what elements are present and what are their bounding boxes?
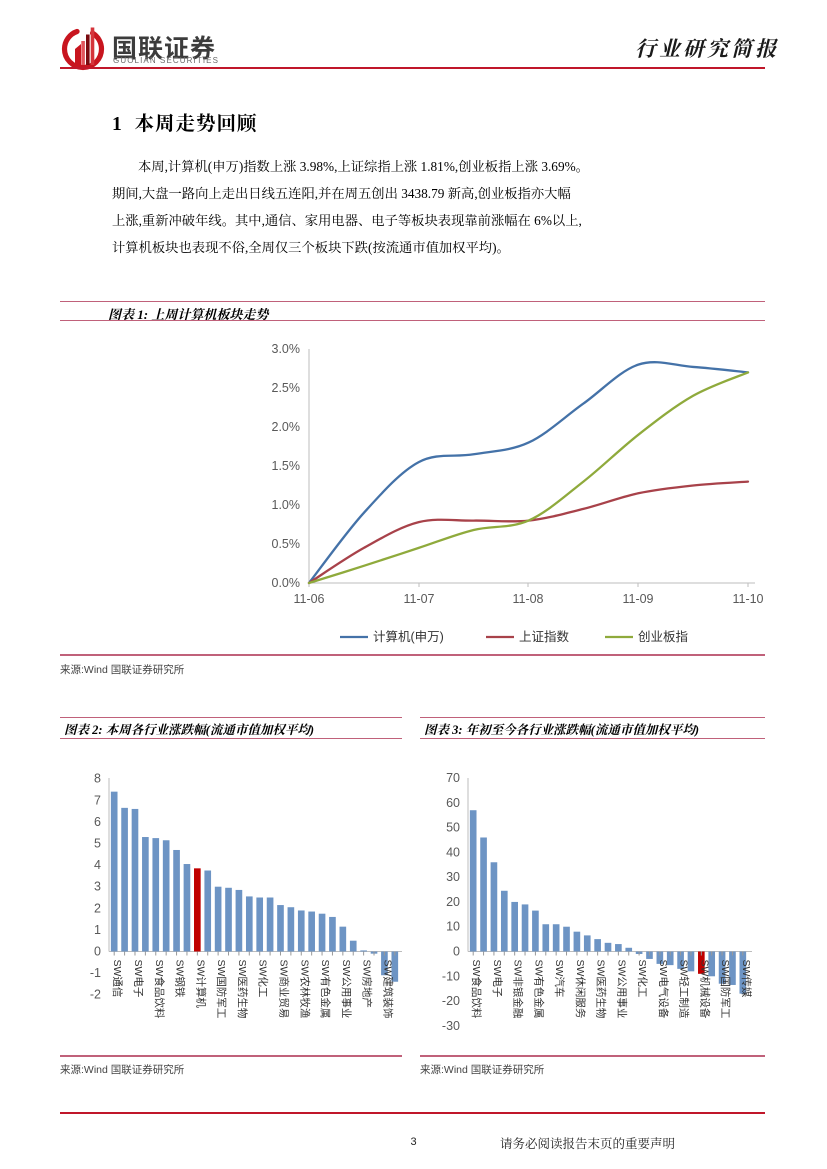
svg-text:-1: -1 bbox=[90, 966, 101, 980]
svg-text:SW公用事业: SW公用事业 bbox=[615, 960, 628, 1019]
svg-text:70: 70 bbox=[446, 771, 460, 785]
svg-text:SW汽车: SW汽车 bbox=[553, 960, 566, 998]
svg-text:1: 1 bbox=[94, 923, 101, 937]
svg-text:SW休闲服务: SW休闲服务 bbox=[574, 960, 587, 1019]
svg-text:SW有色金属: SW有色金属 bbox=[319, 960, 332, 1019]
svg-text:SW传媒: SW传媒 bbox=[740, 960, 753, 998]
svg-text:SW非银金融: SW非银金融 bbox=[512, 960, 525, 1019]
svg-text:SW电子: SW电子 bbox=[491, 960, 504, 998]
svg-text:SW电子: SW电子 bbox=[132, 960, 145, 998]
svg-text:-20: -20 bbox=[442, 994, 460, 1008]
svg-text:2: 2 bbox=[94, 901, 101, 915]
svg-text:SW食品饮料: SW食品饮料 bbox=[153, 960, 166, 1019]
svg-text:8: 8 bbox=[94, 772, 101, 786]
svg-text:0: 0 bbox=[453, 945, 460, 959]
svg-text:4: 4 bbox=[94, 858, 101, 872]
svg-text:SW医药生物: SW医药生物 bbox=[595, 960, 608, 1019]
svg-text:0: 0 bbox=[94, 945, 101, 959]
svg-text:SW电气设备: SW电气设备 bbox=[657, 960, 670, 1019]
svg-text:10: 10 bbox=[446, 920, 460, 934]
svg-text:-2: -2 bbox=[90, 988, 101, 1002]
svg-text:6: 6 bbox=[94, 815, 101, 829]
svg-text:40: 40 bbox=[446, 845, 460, 859]
svg-text:SW医药生物: SW医药生物 bbox=[236, 960, 249, 1019]
svg-text:5: 5 bbox=[94, 837, 101, 851]
svg-text:SW通信: SW通信 bbox=[111, 960, 123, 998]
svg-text:SW房地产: SW房地产 bbox=[361, 960, 374, 1008]
svg-text:SW计算机: SW计算机 bbox=[194, 960, 207, 1009]
svg-text:-30: -30 bbox=[442, 1019, 460, 1033]
svg-text:-10: -10 bbox=[442, 969, 460, 983]
svg-text:30: 30 bbox=[446, 870, 460, 884]
svg-text:SW食品饮料: SW食品饮料 bbox=[470, 960, 483, 1019]
svg-text:SW化工: SW化工 bbox=[636, 960, 649, 998]
svg-text:SW轻工制造: SW轻工制造 bbox=[678, 960, 691, 1019]
svg-text:3: 3 bbox=[94, 880, 101, 894]
svg-text:SW国防军工: SW国防军工 bbox=[719, 960, 732, 1019]
svg-text:60: 60 bbox=[446, 796, 460, 810]
svg-text:SW化工: SW化工 bbox=[257, 960, 270, 998]
svg-text:SW商业贸易: SW商业贸易 bbox=[277, 960, 290, 1019]
svg-text:20: 20 bbox=[446, 895, 460, 909]
svg-text:50: 50 bbox=[446, 821, 460, 835]
svg-text:SW公用事业: SW公用事业 bbox=[340, 960, 353, 1019]
svg-text:SW建筑装饰: SW建筑装饰 bbox=[381, 960, 394, 1019]
svg-text:SW机械设备: SW机械设备 bbox=[698, 960, 711, 1019]
svg-text:SW国防军工: SW国防军工 bbox=[215, 960, 228, 1019]
svg-text:SW钢铁: SW钢铁 bbox=[174, 960, 187, 998]
svg-text:SW有色金属: SW有色金属 bbox=[532, 960, 545, 1019]
svg-text:7: 7 bbox=[94, 793, 101, 807]
svg-text:SW农林牧渔: SW农林牧渔 bbox=[298, 960, 311, 1019]
